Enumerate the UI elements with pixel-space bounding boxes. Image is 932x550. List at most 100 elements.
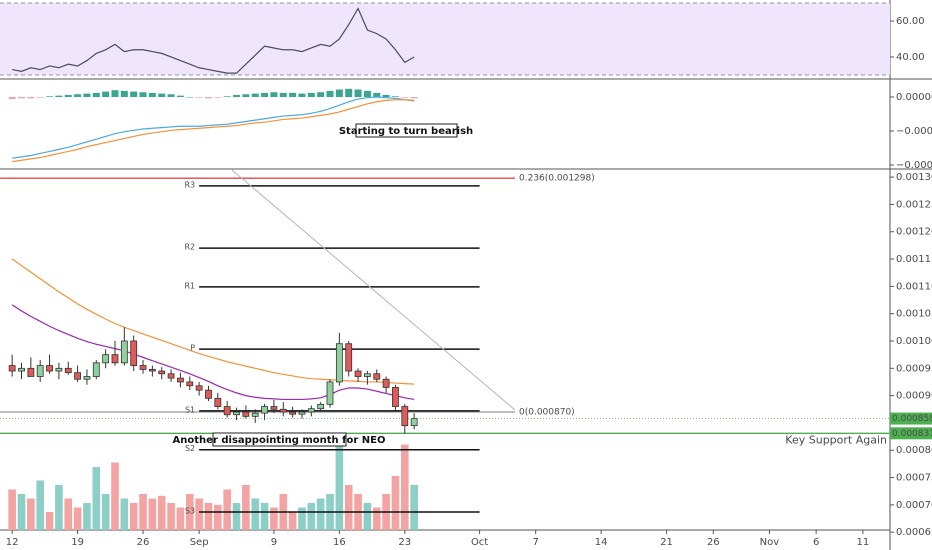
volume-bar bbox=[401, 444, 409, 530]
candle-body bbox=[18, 367, 25, 372]
indicator-line bbox=[12, 96, 415, 159]
annotation: Another disappointing month for NEO bbox=[173, 435, 386, 446]
y-tick-label: 0.000950 bbox=[896, 363, 932, 374]
histogram-bar bbox=[401, 97, 409, 98]
candle-body bbox=[392, 387, 399, 407]
annotation-box bbox=[355, 123, 458, 138]
histogram-bar bbox=[242, 94, 250, 98]
candle-body bbox=[261, 406, 268, 414]
candle-body bbox=[148, 368, 156, 372]
pivot-label: R3 bbox=[184, 180, 195, 189]
y-tick-label: 0.001050 bbox=[896, 309, 932, 320]
volume-bar bbox=[92, 467, 101, 530]
y-tick-label: 0.000700 bbox=[896, 500, 932, 511]
candle-body bbox=[233, 411, 240, 416]
volume-bar bbox=[251, 498, 260, 530]
y-tick-label: 0.000650 bbox=[896, 527, 932, 538]
volume-bar bbox=[185, 494, 194, 530]
candle-body bbox=[130, 340, 138, 366]
candle-body bbox=[270, 406, 278, 410]
volume-bar bbox=[316, 498, 325, 530]
volume-bar bbox=[214, 504, 222, 530]
candle-body bbox=[8, 365, 16, 372]
histogram-bar bbox=[74, 94, 82, 98]
volume-bar bbox=[148, 498, 157, 530]
volume-bar bbox=[167, 503, 175, 530]
volume-bar bbox=[288, 512, 297, 530]
x-tick-label: Oct bbox=[471, 537, 488, 548]
fib-label: 0(0.000870) bbox=[519, 408, 575, 418]
histogram-bar bbox=[92, 92, 100, 98]
y-tick-label: 0.000000 bbox=[896, 92, 932, 103]
histogram-bar bbox=[410, 97, 418, 99]
candle-body bbox=[326, 381, 334, 405]
annotation: Starting to turn bearish bbox=[339, 126, 473, 137]
y-tick-label: 0.001200 bbox=[896, 227, 932, 238]
volume-bar bbox=[83, 503, 91, 530]
candle-body bbox=[205, 389, 212, 399]
histogram-bar bbox=[345, 88, 353, 98]
histogram-bar bbox=[111, 90, 119, 98]
histogram-bar bbox=[298, 93, 306, 98]
histogram-bar bbox=[233, 94, 241, 98]
y-tick-label: 60.00 bbox=[896, 16, 925, 27]
candle-body bbox=[167, 373, 175, 379]
volume-bar bbox=[8, 489, 16, 530]
pivot-label: P bbox=[190, 344, 195, 353]
indicator-line bbox=[11, 258, 415, 385]
y-tick-label: 0.001250 bbox=[896, 199, 932, 210]
y-tick-label: 0.001100 bbox=[896, 281, 932, 292]
volume-bar bbox=[45, 512, 54, 530]
volume-bar bbox=[129, 503, 138, 530]
histogram-bar bbox=[261, 92, 269, 98]
histogram-bar bbox=[204, 97, 212, 99]
y-tick-label: 40.00 bbox=[896, 52, 925, 63]
volume-bar bbox=[204, 503, 213, 530]
volume-bar bbox=[73, 507, 82, 530]
x-tick-label: 12 bbox=[6, 537, 19, 548]
candle-body bbox=[27, 367, 35, 377]
histogram-bar bbox=[167, 94, 175, 98]
candle-body bbox=[83, 376, 91, 380]
volume-bar bbox=[17, 494, 26, 530]
histogram-bar bbox=[373, 92, 381, 98]
candle-body bbox=[46, 365, 53, 372]
histogram-bar bbox=[102, 91, 110, 98]
histogram-bar bbox=[279, 92, 287, 98]
annotation-box bbox=[212, 432, 347, 447]
histogram-bar bbox=[83, 93, 91, 98]
candle-body bbox=[307, 408, 315, 413]
indicator-line bbox=[11, 304, 415, 401]
volume-bar bbox=[157, 495, 166, 530]
candle-body bbox=[223, 406, 231, 416]
histogram-bar bbox=[18, 97, 26, 99]
histogram-bar bbox=[55, 95, 63, 98]
candle-body bbox=[373, 373, 381, 380]
candle-body bbox=[354, 370, 362, 377]
y-tick-label: 0.001300 bbox=[896, 172, 932, 183]
x-tick-label: 19 bbox=[71, 537, 84, 548]
volume-bar bbox=[232, 503, 241, 530]
y-tick-label: 0.000800 bbox=[896, 445, 932, 456]
volume-bar bbox=[55, 485, 63, 530]
histogram-bar bbox=[158, 93, 166, 98]
indicator-line bbox=[12, 99, 415, 163]
rsi-band bbox=[0, 3, 890, 75]
histogram-bar bbox=[8, 97, 16, 100]
histogram-bar bbox=[148, 92, 156, 98]
volume-bar bbox=[363, 503, 372, 530]
y-tick-label: 0.001000 bbox=[896, 336, 932, 347]
x-tick-label: 7 bbox=[532, 537, 538, 548]
volume-bar bbox=[335, 444, 344, 530]
histogram-bar bbox=[354, 89, 362, 98]
histogram-bar bbox=[382, 94, 390, 98]
histogram-bar bbox=[139, 92, 147, 98]
candle-body bbox=[111, 354, 119, 364]
histogram-bar bbox=[186, 97, 194, 98]
volume-bar bbox=[176, 507, 185, 530]
candle-body bbox=[298, 411, 306, 415]
histogram-bar bbox=[251, 93, 259, 98]
